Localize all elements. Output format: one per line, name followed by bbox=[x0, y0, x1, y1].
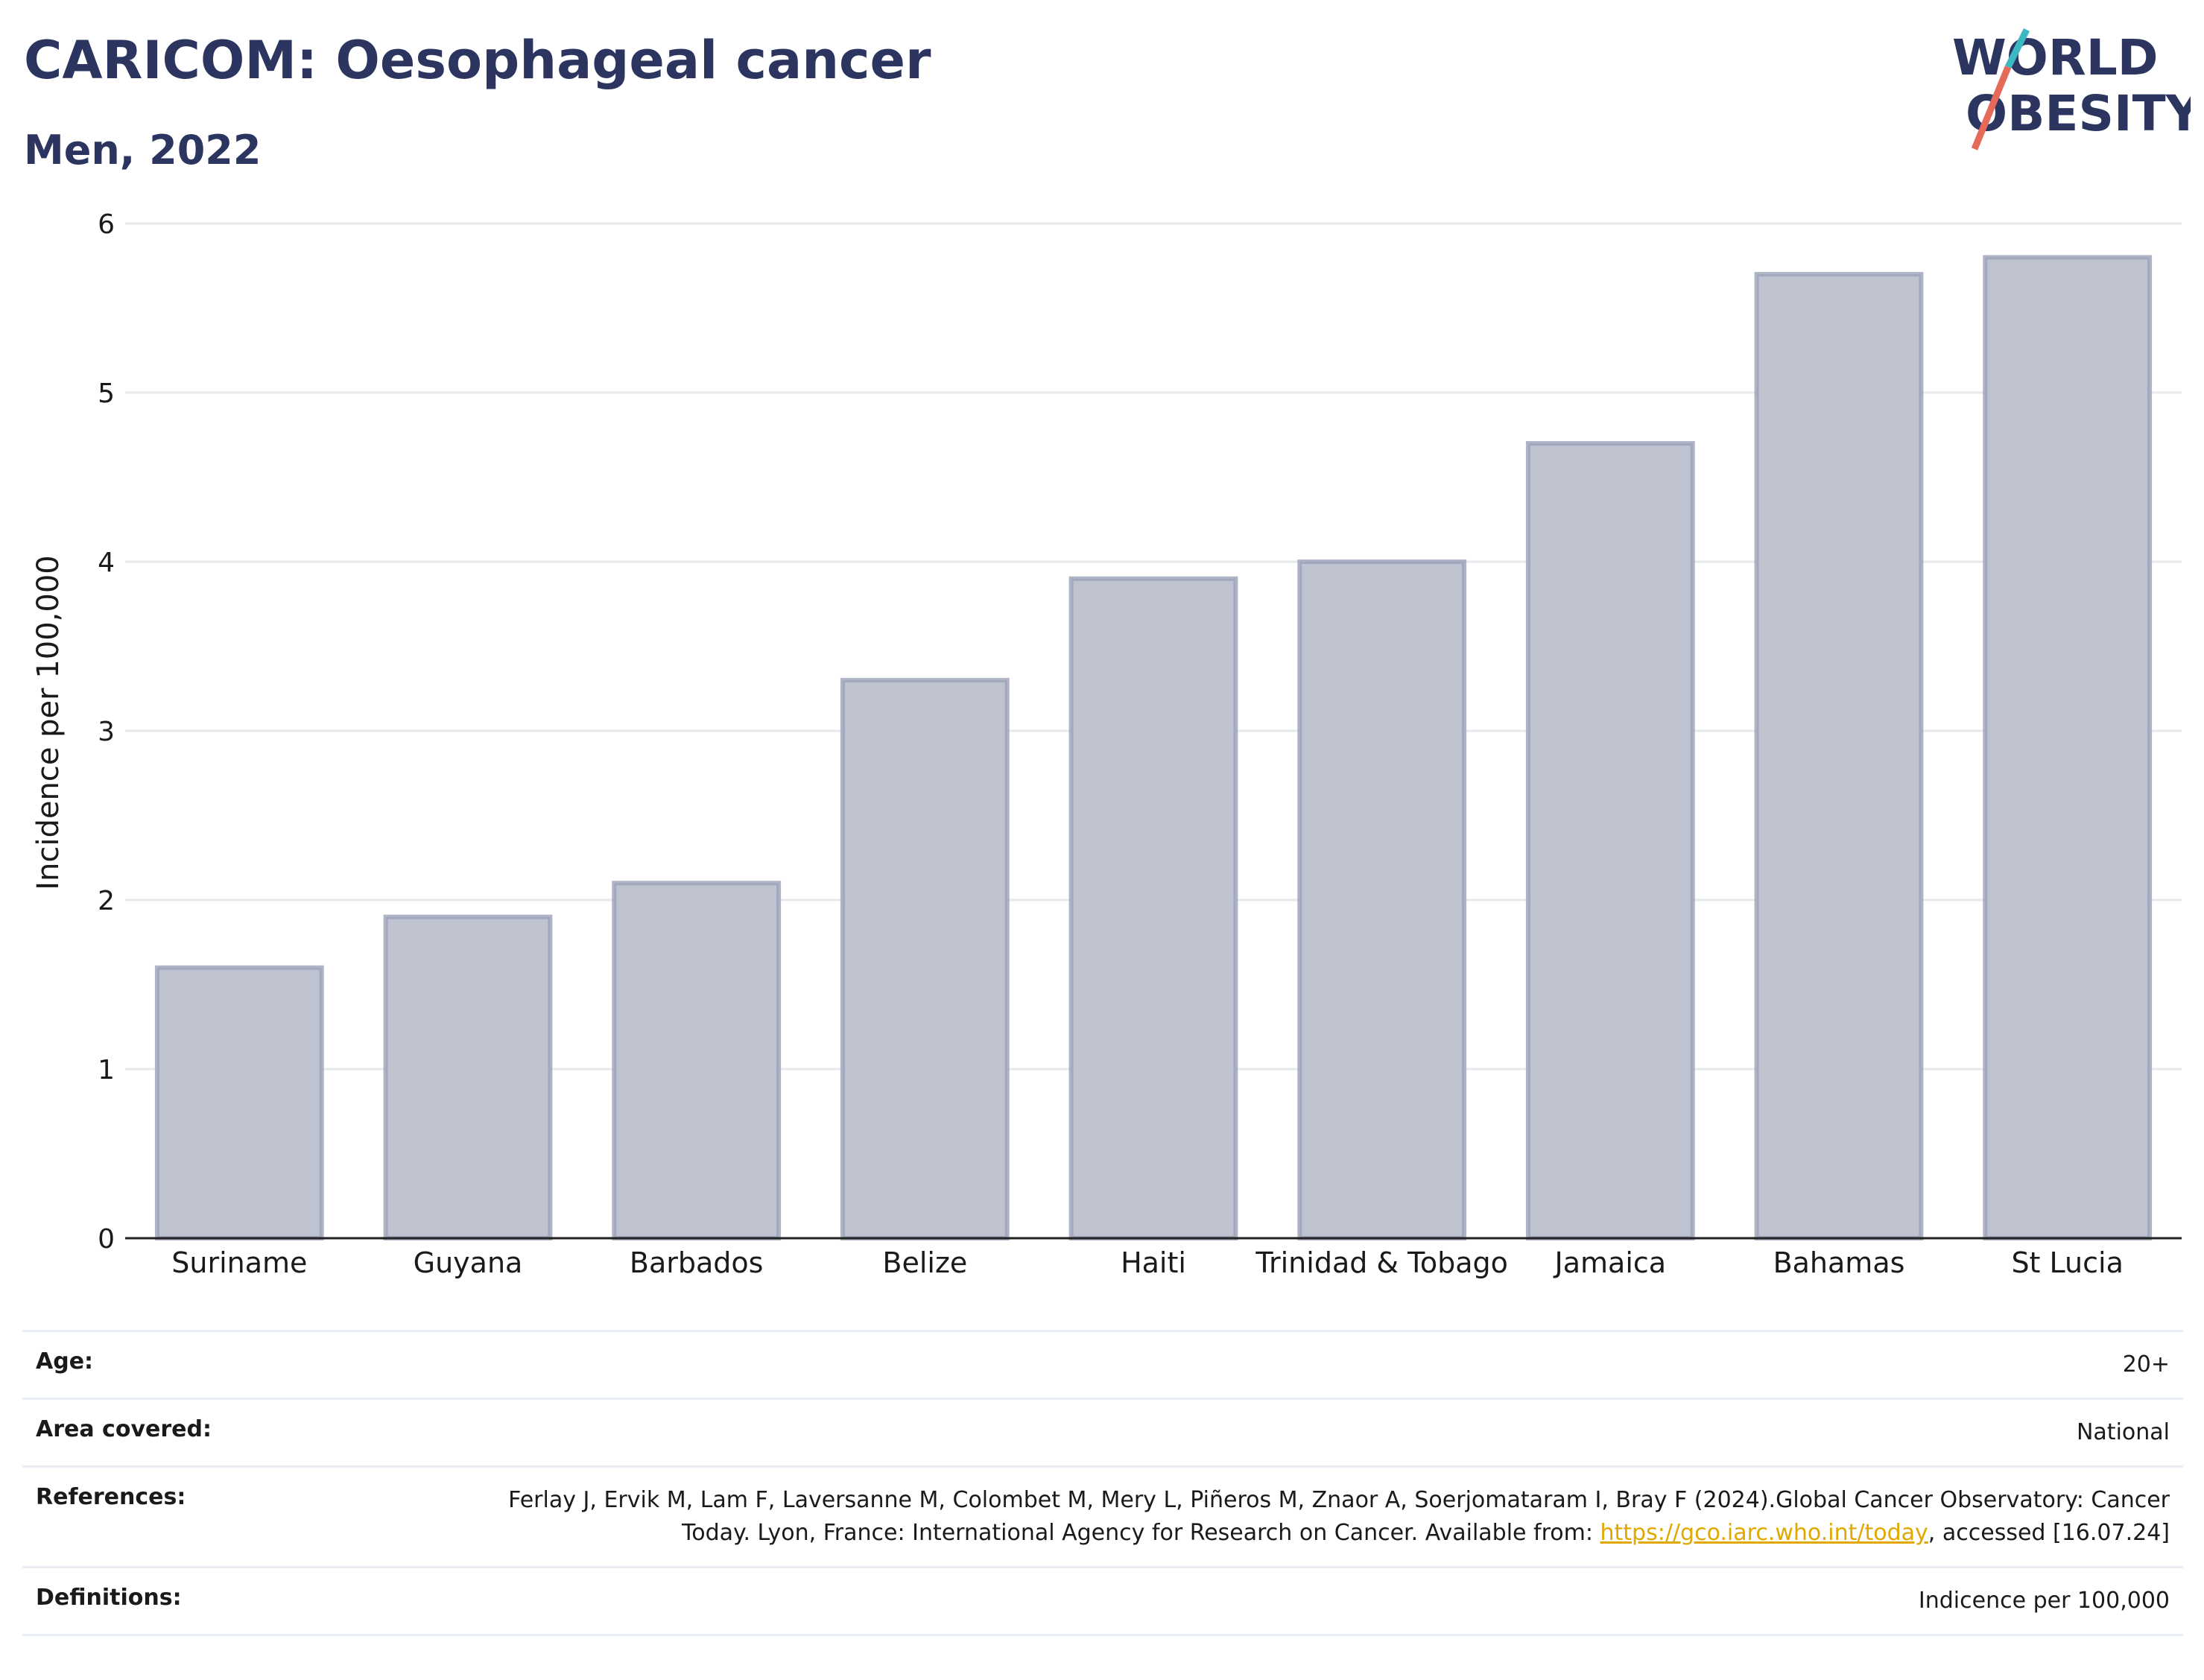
references-label: References: bbox=[36, 1484, 186, 1510]
definitions-value: Indicence per 100,000 bbox=[1918, 1588, 2170, 1614]
bars bbox=[154, 255, 2153, 1241]
bar-suriname bbox=[154, 965, 324, 1241]
area-row: Area covered: National bbox=[22, 1398, 2183, 1465]
chart-subtitle: Men, 2022 bbox=[24, 127, 262, 174]
age-value: 20+ bbox=[2122, 1351, 2170, 1378]
bar-jamaica bbox=[1525, 441, 1695, 1241]
definitions-row: Definitions: Indicence per 100,000 bbox=[22, 1566, 2183, 1636]
x-tick-label: Jamaica bbox=[1554, 1246, 1667, 1279]
age-row: Age: 20+ bbox=[22, 1330, 2183, 1398]
references-value: Ferlay J, Ervik M, Lam F, Laversanne M, … bbox=[456, 1484, 2170, 1550]
x-tick-label: Haiti bbox=[1121, 1246, 1186, 1279]
x-tick-label: Suriname bbox=[171, 1246, 307, 1279]
y-tick-label: 5 bbox=[98, 378, 115, 409]
definitions-label: Definitions: bbox=[36, 1585, 182, 1611]
references-text: Ferlay J, Ervik M, Lam F, Laversanne M, … bbox=[508, 1487, 2170, 1546]
chart-title: CARICOM: Oesophageal cancer bbox=[24, 30, 931, 91]
bar-haiti bbox=[1068, 576, 1238, 1240]
logo-line2: OBESITY bbox=[1966, 85, 2191, 142]
bar-guyana bbox=[383, 914, 553, 1240]
x-tick-label: Belize bbox=[882, 1246, 967, 1279]
age-label: Age: bbox=[36, 1348, 94, 1375]
x-tick-label: Barbados bbox=[630, 1246, 764, 1279]
y-tick-label: 3 bbox=[98, 717, 115, 747]
x-tick-label: Trinidad & Tobago bbox=[1255, 1246, 1508, 1279]
y-tick-label: 1 bbox=[98, 1055, 115, 1085]
x-tick-label: Bahamas bbox=[1773, 1246, 1905, 1279]
references-row: References: Ferlay J, Ervik M, Lam F, La… bbox=[22, 1465, 2183, 1566]
logo-line1: WORLD bbox=[1952, 29, 2159, 86]
x-tick-label: St Lucia bbox=[2011, 1246, 2123, 1279]
y-tick-label: 2 bbox=[98, 886, 115, 916]
bar-belize bbox=[840, 677, 1010, 1240]
logo-slash-teal bbox=[2004, 28, 2030, 69]
world-obesity-logo: WORLD OBESITY bbox=[1952, 28, 2191, 150]
logo-slash-coral bbox=[1971, 66, 2012, 150]
y-tick-label: 6 bbox=[98, 209, 115, 240]
area-value: National bbox=[2076, 1419, 2170, 1445]
bar-st-lucia bbox=[1983, 255, 2153, 1240]
bar-barbados bbox=[612, 881, 782, 1240]
area-label: Area covered: bbox=[36, 1416, 212, 1442]
bar-bahamas bbox=[1754, 272, 1924, 1241]
metadata-table: Age: 20+ Area covered: National Referenc… bbox=[22, 1330, 2183, 1636]
references-tail: , accessed [16.07.24] bbox=[1928, 1520, 2170, 1546]
bar-chart: 0 1 2 3 4 5 6 Suriname Guyana Barbados Belize Haiti… bbox=[31, 209, 2182, 1279]
y-tick-label: 0 bbox=[98, 1224, 115, 1255]
y-axis-label: Incidence per 100,000 bbox=[31, 555, 66, 890]
x-tick-label: Guyana bbox=[414, 1246, 523, 1279]
bar-trinidad-tobago bbox=[1297, 560, 1467, 1240]
axes: 0 1 2 3 4 5 6 Suriname Guyana Barbados Belize Haiti… bbox=[98, 209, 2182, 1279]
references-link[interactable]: https://gco.iarc.who.int/today bbox=[1600, 1520, 1928, 1546]
y-tick-label: 4 bbox=[98, 548, 115, 578]
